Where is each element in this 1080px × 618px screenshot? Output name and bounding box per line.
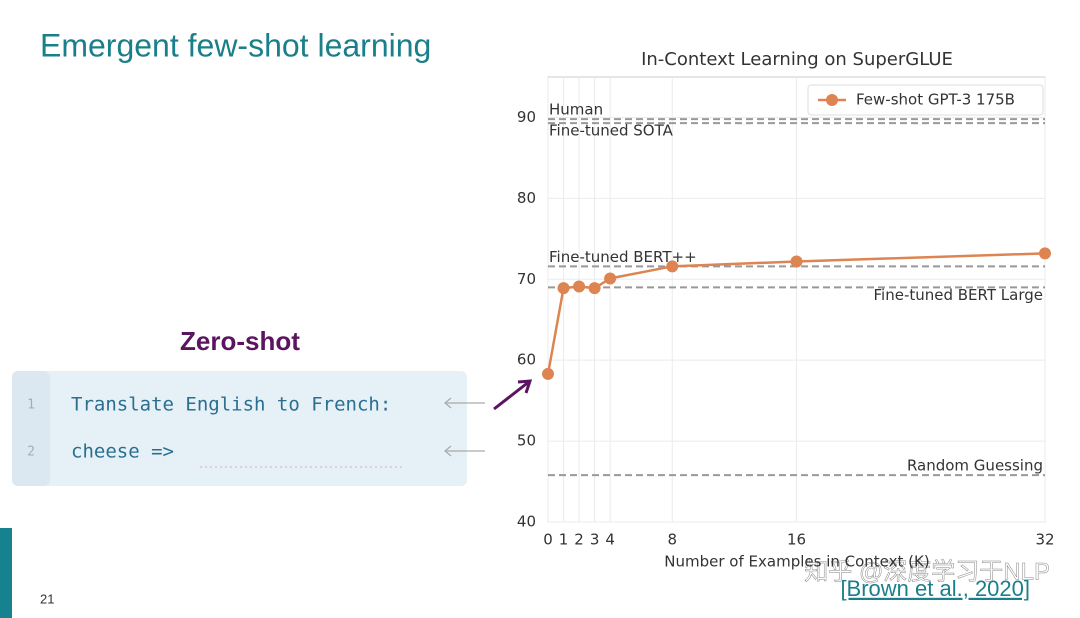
data-point	[573, 280, 586, 293]
x-tick-label: 0	[543, 531, 553, 549]
line-number: 2	[27, 445, 35, 460]
data-point	[588, 282, 601, 295]
reference-label: Fine-tuned BERT++	[549, 248, 697, 266]
legend-box	[807, 84, 1044, 116]
reference-label: Random Guessing	[907, 457, 1043, 475]
reference-label: Human	[549, 101, 603, 119]
data-point	[790, 255, 803, 268]
reference-label: Fine-tuned SOTA	[549, 122, 674, 140]
citation[interactable]: [Brown et al., 2020]	[840, 576, 1030, 601]
x-tick-label: 2	[574, 531, 584, 549]
y-tick-label: 90	[517, 108, 536, 126]
x-tick-label: 8	[667, 531, 677, 549]
y-tick-label: 60	[517, 351, 536, 369]
data-point	[666, 260, 679, 273]
pointer-arrows	[444, 397, 485, 457]
chart: In-Context Learning on SuperGLUE Number …	[517, 49, 1055, 571]
data-point	[557, 282, 570, 295]
data-point	[542, 367, 554, 380]
legend-label: Few-shot GPT-3 175B	[856, 91, 1015, 109]
x-axis-label: Number of Examples in Context (K)	[664, 553, 929, 571]
y-tick-label: 50	[517, 432, 536, 450]
line-number: 1	[27, 398, 35, 413]
watermark: 知乎 @深度学习于NLP	[804, 558, 1050, 585]
x-tick-label: 32	[1035, 531, 1054, 549]
zero-shot-label: Zero-shot	[180, 326, 300, 356]
reference-label: Fine-tuned BERT Large	[874, 286, 1044, 304]
code-box	[12, 371, 467, 486]
x-tick-label: 4	[605, 531, 615, 549]
slide-title: Emergent few-shot learning	[40, 27, 431, 63]
code-line: cheese =>	[71, 441, 174, 463]
accent-bar	[0, 528, 12, 618]
y-tick-label: 70	[517, 270, 536, 288]
code-gutter	[12, 371, 50, 486]
x-tick-label: 1	[559, 531, 569, 549]
chart-title: In-Context Learning on SuperGLUE	[641, 49, 953, 70]
code-line: Translate English to French:	[71, 394, 391, 416]
legend-marker	[826, 94, 838, 106]
data-point	[604, 272, 617, 285]
purple-arrow	[493, 379, 533, 411]
y-tick-label: 80	[517, 189, 536, 207]
x-tick-label: 16	[787, 531, 806, 549]
page-number: 21	[40, 591, 54, 606]
x-tick-label: 3	[590, 531, 600, 549]
data-point	[1039, 247, 1051, 260]
y-tick-label: 40	[517, 513, 536, 531]
